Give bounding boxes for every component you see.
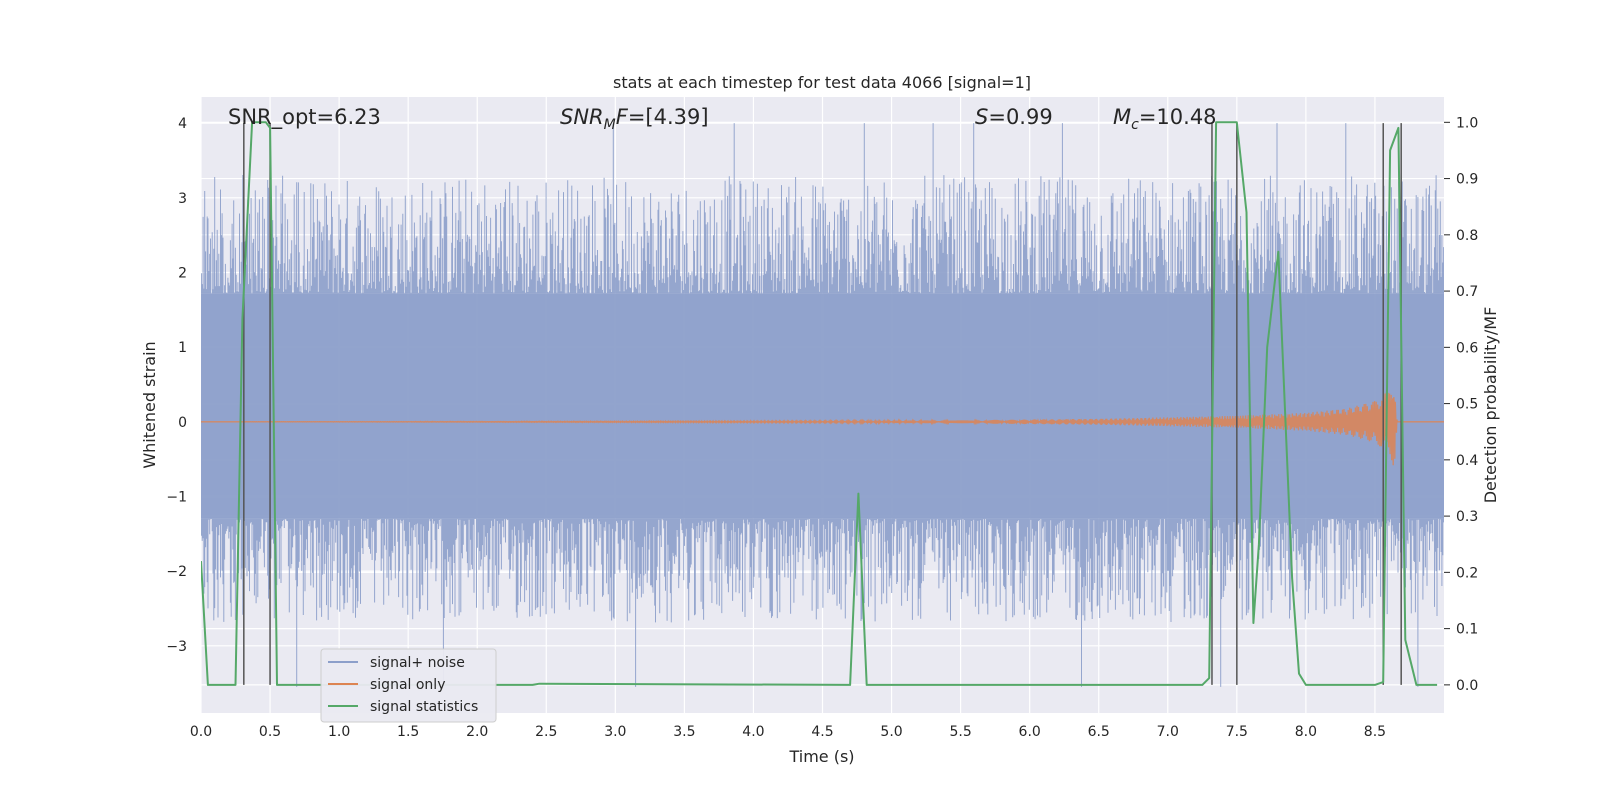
legend-label-noise: signal+ noise xyxy=(370,655,465,671)
annotation-mc-value: =10.48 xyxy=(1139,105,1217,129)
x-tick-label: 0.0 xyxy=(190,724,212,740)
y-right-tick-label: 0.7 xyxy=(1456,284,1478,300)
y-tick-label: −3 xyxy=(166,639,187,655)
noise-spikes-upper xyxy=(201,123,1444,294)
y-axis-label: Whitened strain xyxy=(140,341,159,468)
annotation-snr-mf-prefix: SNR xyxy=(560,105,604,129)
y-tick-label: 2 xyxy=(178,265,187,281)
x-axis-label: Time (s) xyxy=(788,747,854,766)
x-tick-label: 1.5 xyxy=(397,724,419,740)
y-right-tick-label: 0.0 xyxy=(1456,678,1478,694)
y-right-tick-label: 1.0 xyxy=(1456,115,1478,131)
annotation-snr-mf-suffix: F= xyxy=(616,105,646,129)
x-tick-label: 4.5 xyxy=(811,724,833,740)
y-right-tick-marks xyxy=(1444,121,1450,686)
x-tick-label: 0.5 xyxy=(259,724,281,740)
x-tick-label: 2.0 xyxy=(466,724,488,740)
y-tick-label: −2 xyxy=(166,564,187,580)
y-right-tick-label: 0.5 xyxy=(1456,397,1478,413)
y-right-tick-label: 0.4 xyxy=(1456,453,1478,469)
x-tick-label: 6.5 xyxy=(1088,724,1110,740)
y-tick-label: 3 xyxy=(178,191,187,207)
x-tick-label: 7.5 xyxy=(1226,724,1248,740)
y-right-tick-label: 0.3 xyxy=(1456,509,1478,525)
x-tick-label: 2.5 xyxy=(535,724,557,740)
statistics-line xyxy=(201,121,1438,686)
x-tick-label: 3.0 xyxy=(604,724,626,740)
y-right-tick-labels: 0.0 0.1 0.2 0.3 0.4 0.5 0.6 0.7 0.8 0.9 1.0 xyxy=(1456,115,1478,694)
annotation-mc: Mc=10.48 xyxy=(1113,105,1217,133)
annotation-snr-opt: SNR_opt=6.23 xyxy=(228,105,381,130)
x-tick-label: 8.0 xyxy=(1295,724,1317,740)
x-tick-label: 5.5 xyxy=(949,724,971,740)
legend-box xyxy=(320,648,497,723)
y-right-tick-label: 0.9 xyxy=(1456,172,1478,188)
x-tick-labels: 0.0 0.5 1.0 1.5 2.0 2.5 3.0 3.5 4.0 4.5 5.0 5.5 6.0 6… xyxy=(190,724,1386,740)
annotation-mc-symbol: M xyxy=(1113,105,1131,129)
annotation-s: S=0.99 xyxy=(975,105,1053,129)
plot-area xyxy=(201,121,1444,687)
noise-spikes-lower xyxy=(201,518,1444,687)
x-tick-label: 6.0 xyxy=(1019,724,1041,740)
y-tick-label: −1 xyxy=(166,489,187,505)
annotation-s-value: =0.99 xyxy=(988,105,1052,129)
y-right-tick-label: 0.6 xyxy=(1456,340,1478,356)
chart-title: stats at each timestep for test data 406… xyxy=(613,73,1031,92)
statistics-series xyxy=(201,121,1438,686)
y-tick-label: 1 xyxy=(178,340,187,356)
y-right-tick-label: 0.8 xyxy=(1456,228,1478,244)
y-tick-label: 0 xyxy=(178,415,187,431)
legend-label-statistics: signal statistics xyxy=(370,699,478,715)
legend: signal+ noise signal only signal statist… xyxy=(320,648,497,723)
y-tick-label: 4 xyxy=(178,116,187,132)
annotation-snr-mf: SNRMF=[4.39] xyxy=(560,105,709,133)
annotation-snr-mf-value: [4.39] xyxy=(645,105,708,129)
annotation-snr-mf-sub: M xyxy=(604,117,616,133)
noise-core-band xyxy=(201,293,1444,519)
annotation-mc-sub: c xyxy=(1131,117,1139,133)
x-tick-label: 7.0 xyxy=(1157,724,1179,740)
y-right-tick-label: 0.2 xyxy=(1456,565,1478,581)
legend-label-signal: signal only xyxy=(370,677,445,693)
annotation-s-symbol: S xyxy=(975,105,988,129)
x-tick-label: 8.5 xyxy=(1364,724,1386,740)
x-tick-label: 4.0 xyxy=(742,724,764,740)
x-tick-label: 3.5 xyxy=(673,724,695,740)
x-tick-label: 1.0 xyxy=(328,724,350,740)
annotations: SNR_opt=6.23 SNRMF=[4.39] S=0.99 Mc=10.4… xyxy=(228,105,1217,133)
y-right-axis-label: Detection probability/MF xyxy=(1481,307,1500,504)
x-tick-label: 5.0 xyxy=(880,724,902,740)
y-tick-labels: −3 −2 −1 0 1 2 3 4 xyxy=(166,116,187,655)
y-right-tick-label: 0.1 xyxy=(1456,622,1478,638)
